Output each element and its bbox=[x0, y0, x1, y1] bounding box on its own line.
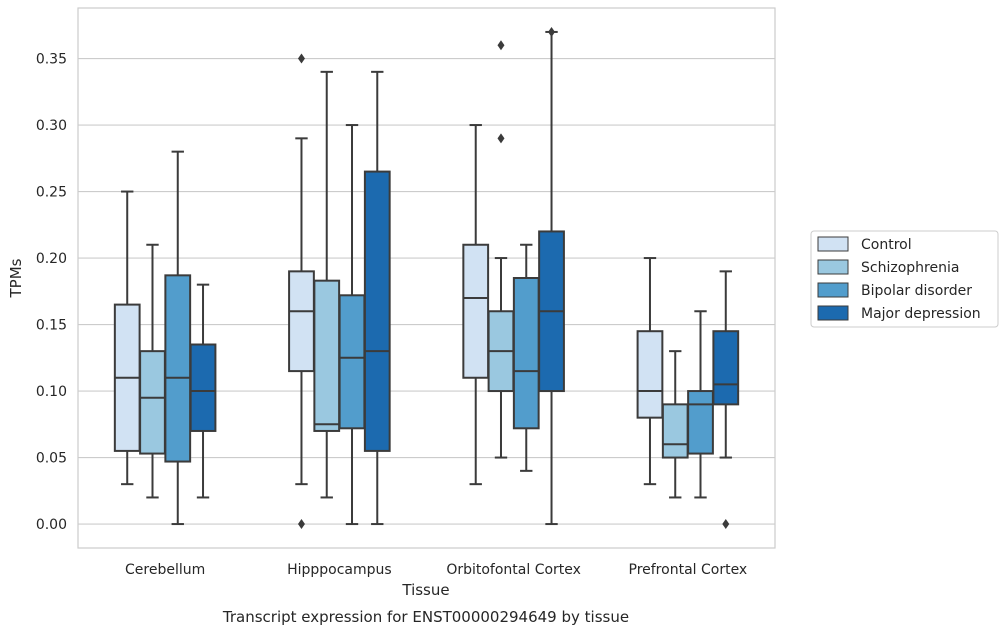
y-tick-label: 0.25 bbox=[36, 185, 67, 201]
outlier-point bbox=[497, 133, 505, 144]
y-axis-label: TPMs bbox=[7, 258, 25, 298]
box-body bbox=[712, 330, 740, 406]
legend-label: Bipolar disorder bbox=[861, 283, 972, 299]
legend-label: Schizophrenia bbox=[861, 260, 959, 276]
legend-label: Control bbox=[861, 237, 912, 253]
box-major-depression bbox=[712, 270, 740, 530]
box-schizophrenia bbox=[487, 40, 515, 459]
legend-frame bbox=[810, 230, 999, 328]
box-body bbox=[288, 270, 315, 373]
box-body bbox=[512, 277, 540, 430]
y-tick-labels: 0.00 0.05 0.10 0.15 0.20 0.25 0.30 0.35 bbox=[36, 52, 67, 534]
x-tick-labels: Cerebellum Hipppocampus Orbitofontal Corte… bbox=[125, 562, 747, 578]
box-body bbox=[636, 330, 664, 419]
x-tick-label: Hipppocampus bbox=[287, 562, 392, 578]
outlier-point bbox=[548, 26, 556, 37]
box-bipolar-disorder bbox=[338, 124, 366, 526]
box-control bbox=[462, 124, 490, 486]
y-tick-label: 0.00 bbox=[36, 517, 67, 533]
chart-caption: Transcript expression for ENST0000029464… bbox=[222, 608, 629, 626]
legend: Control Schizophrenia Bipolar disorder Majo… bbox=[810, 230, 999, 328]
y-tick-label: 0.20 bbox=[36, 251, 67, 267]
legend-swatch bbox=[817, 305, 849, 321]
x-axis-label: Tissue bbox=[401, 581, 449, 599]
x-tick-label: Orbitofontal Cortex bbox=[446, 562, 581, 578]
legend-swatch bbox=[817, 236, 849, 252]
plot-frame bbox=[77, 7, 776, 549]
box-schizophrenia bbox=[661, 350, 689, 499]
box-body bbox=[363, 170, 391, 452]
legend-swatch bbox=[817, 282, 849, 298]
box-bipolar-disorder bbox=[687, 310, 714, 499]
y-tick-label: 0.15 bbox=[36, 318, 67, 334]
box-schizophrenia bbox=[139, 243, 166, 499]
box-body bbox=[164, 274, 192, 463]
box-major-depression bbox=[189, 283, 217, 499]
box-control bbox=[636, 257, 664, 486]
y-tick-label: 0.10 bbox=[36, 384, 67, 400]
outlier-point bbox=[722, 519, 730, 530]
x-tick-label: Cerebellum bbox=[125, 562, 205, 578]
outlier-point bbox=[297, 53, 305, 64]
box-body bbox=[687, 390, 714, 455]
y-tick-label: 0.35 bbox=[36, 52, 67, 68]
box-body bbox=[661, 403, 689, 459]
box-body bbox=[139, 350, 166, 455]
box-major-depression bbox=[538, 26, 565, 526]
box-major-depression bbox=[363, 70, 391, 526]
box-body bbox=[338, 294, 366, 430]
outlier-point bbox=[497, 40, 505, 51]
box-body bbox=[462, 243, 490, 379]
box-schizophrenia bbox=[313, 70, 341, 499]
boxes bbox=[113, 26, 740, 530]
x-tick-label: Prefrontal Cortex bbox=[629, 562, 748, 578]
box-bipolar-disorder bbox=[512, 243, 540, 472]
outlier-point bbox=[297, 519, 305, 530]
box-body bbox=[189, 343, 217, 432]
legend-swatch bbox=[817, 259, 849, 275]
box-body bbox=[313, 279, 341, 432]
y-tick-label: 0.30 bbox=[36, 118, 67, 134]
box-control bbox=[113, 190, 141, 486]
y-tick-label: 0.05 bbox=[36, 451, 67, 467]
box-bipolar-disorder bbox=[164, 150, 192, 526]
legend-label: Major depression bbox=[861, 306, 981, 322]
